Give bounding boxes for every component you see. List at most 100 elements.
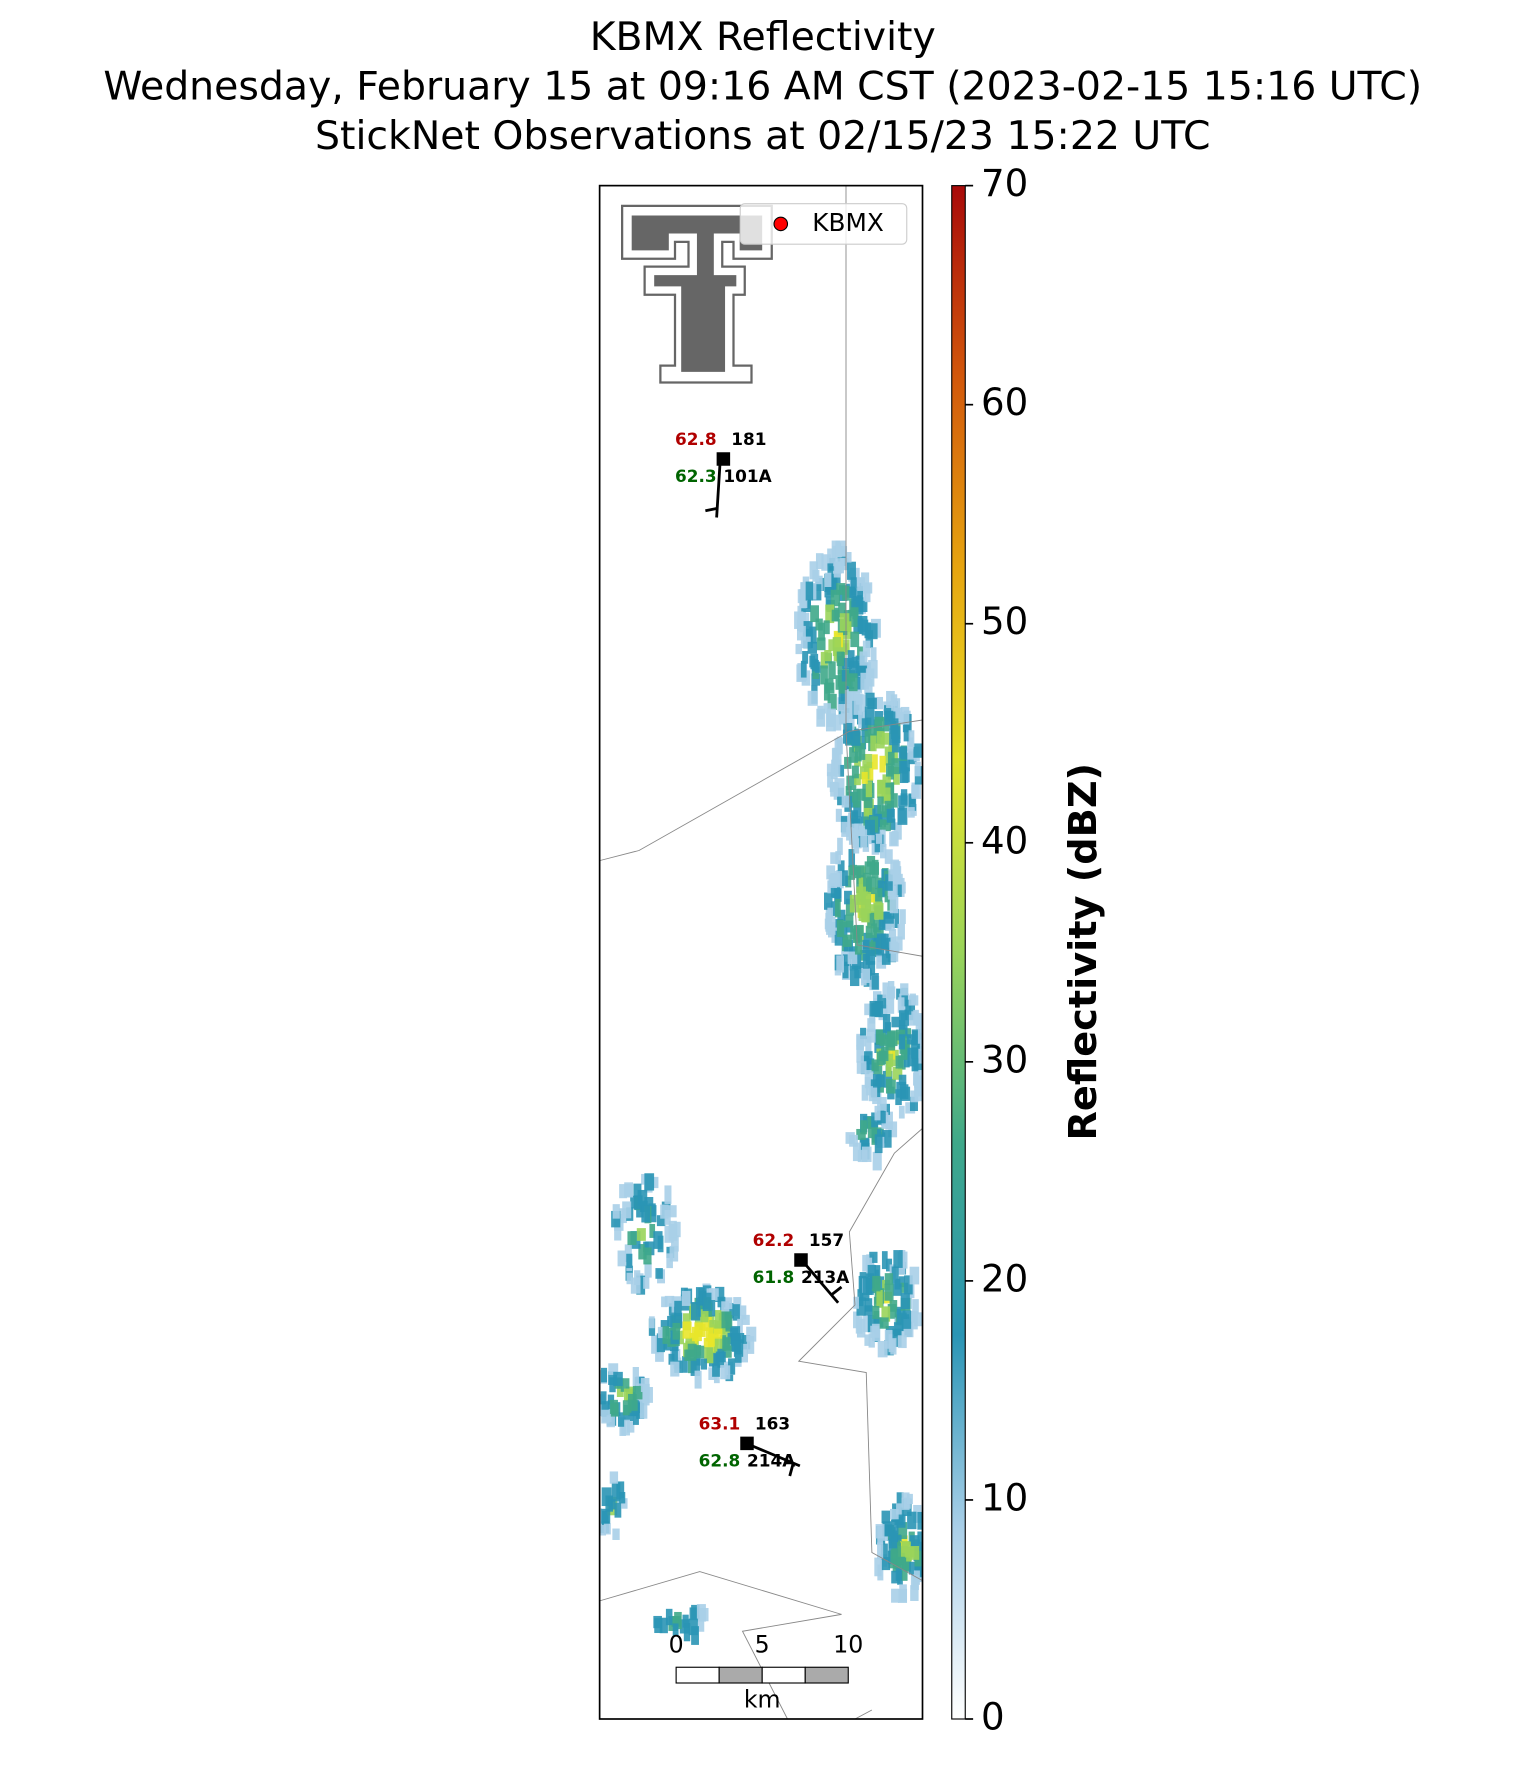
radar-gate (728, 1358, 736, 1375)
radar-gate (720, 1365, 727, 1380)
radar-gate (884, 918, 895, 931)
radar-gate (831, 609, 840, 622)
radar-gate (897, 807, 908, 825)
radar-gate (614, 1502, 622, 1518)
radar-gate (841, 821, 850, 837)
radar-gate (914, 1312, 923, 1327)
radar-gate (860, 899, 867, 916)
scale-unit: km (744, 1686, 781, 1714)
radar-gate (874, 1105, 881, 1121)
radar-gate (886, 808, 895, 823)
radar-gate (885, 1111, 893, 1130)
radar-gate (884, 874, 893, 891)
radar-gate (674, 1300, 682, 1317)
radar-gate (866, 1028, 876, 1043)
radar-gate (891, 1049, 899, 1067)
title-line: Wednesday, February 15 at 09:16 AM CST (… (103, 63, 1422, 109)
radar-gate (897, 923, 905, 940)
radar-gate (795, 643, 803, 655)
radar-gate (856, 1035, 867, 1047)
radar-gate (917, 1511, 923, 1530)
radar-gate (848, 828, 856, 845)
radar-gate (838, 602, 847, 618)
radar-gate (899, 1584, 907, 1602)
radar-gate (914, 1070, 923, 1088)
radar-gate (879, 1034, 889, 1047)
radar-gate (874, 1134, 883, 1154)
title-line: StickNet Observations at 02/15/23 15:22 … (315, 113, 1210, 159)
radar-gate (643, 1276, 650, 1289)
radar-gate (893, 698, 901, 713)
radar-gate (925, 1551, 931, 1566)
radar-gate (868, 1333, 875, 1348)
radar-gate (694, 1322, 703, 1337)
radar-gate (870, 647, 877, 662)
radar-gate (864, 1305, 873, 1316)
radar-gate (866, 878, 872, 890)
radar-gate (862, 753, 873, 769)
radar-gate (814, 575, 823, 591)
radar-gate (796, 625, 806, 641)
radar-gate (599, 1508, 602, 1526)
radar-gate (852, 789, 861, 808)
radar-gate (613, 1371, 623, 1387)
radar-gate (828, 661, 836, 680)
radar-gate (861, 572, 870, 587)
radar-gate (890, 1519, 899, 1535)
radar-gate (643, 1386, 653, 1403)
radar-gate (844, 890, 852, 905)
station-name: 213A (801, 1267, 849, 1287)
radar-gate (853, 1311, 860, 1329)
radar-gate (912, 1030, 922, 1042)
radar-gate (905, 999, 912, 1015)
radar-gate (646, 1205, 657, 1223)
radar-gate (879, 819, 886, 830)
radar-gate (899, 746, 908, 760)
radar-gate (882, 774, 891, 786)
radar-gate (882, 982, 890, 999)
radar-gate (892, 1066, 903, 1080)
radar-gate (817, 705, 824, 720)
radar-gate (852, 1142, 862, 1162)
radar-gate (888, 1530, 898, 1549)
radar-gate (873, 696, 884, 710)
radar-gate (846, 775, 857, 791)
radar-gate (892, 1328, 902, 1347)
radar-gate (835, 542, 842, 558)
radar-gate (805, 581, 814, 601)
radar-gate (908, 1561, 919, 1575)
radar-gate (837, 549, 847, 566)
dewpoint: 62.3 (675, 466, 717, 486)
radar-gate (865, 949, 876, 965)
station-id: 181 (731, 429, 766, 449)
radar-gate (913, 1504, 922, 1523)
radar-gate (902, 1555, 910, 1571)
radar-gate (830, 589, 841, 607)
radar-gate (865, 819, 875, 836)
radar-gate (874, 903, 884, 920)
radar-gate (610, 1403, 619, 1417)
radar-gate (865, 1257, 873, 1271)
radar-gate (851, 731, 861, 746)
radar-gate (889, 728, 899, 746)
radar-gate (639, 1399, 648, 1419)
radar-gate (742, 1334, 751, 1350)
radar-gate (889, 818, 896, 830)
radar-gate (885, 1058, 892, 1077)
radar-gate (684, 1349, 691, 1361)
radar-gate (667, 1315, 676, 1328)
radar-gate (881, 937, 891, 949)
radar-gate (611, 1210, 621, 1228)
radar-gate (849, 661, 859, 678)
radar-gate (867, 912, 875, 926)
radar-gate (884, 849, 893, 864)
radar-gate (669, 1245, 679, 1262)
station-marker (794, 1253, 808, 1267)
radar-gate (903, 1053, 910, 1068)
radar-gate (853, 838, 860, 854)
radar-gate (825, 604, 835, 624)
colorbar-tick-label: 30 (981, 1038, 1028, 1081)
radar-gate (872, 1074, 882, 1088)
radar-gate (899, 909, 906, 924)
radar-gate (853, 699, 862, 715)
